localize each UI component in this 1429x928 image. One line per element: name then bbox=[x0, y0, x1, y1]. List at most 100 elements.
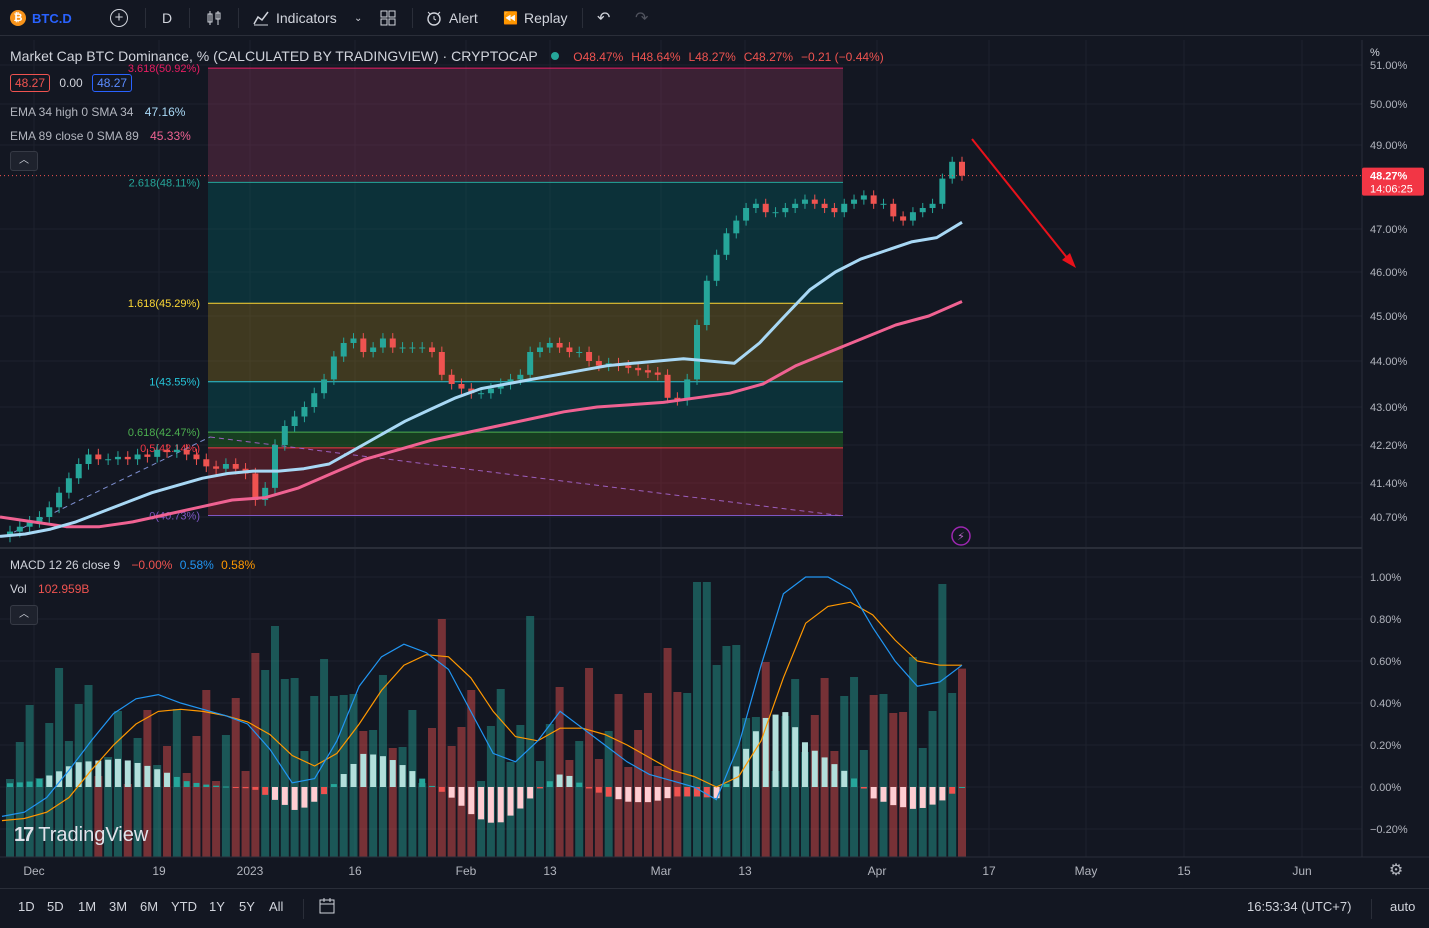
candle-body bbox=[654, 372, 661, 375]
macd-signal-line bbox=[1, 601, 962, 822]
candle-body bbox=[762, 203, 769, 213]
bid-price[interactable]: 48.27 bbox=[10, 74, 51, 92]
replay-button[interactable]: ⏪ Replay bbox=[503, 0, 568, 36]
volume-bar bbox=[663, 648, 672, 857]
chart-area[interactable]: 0(40.73%) 0.5(42.14%) 0.618(42.47%) 1(43.55… bbox=[0, 40, 1429, 888]
range-button-3m[interactable]: 3M bbox=[109, 899, 128, 914]
ohlc-change: −0.21 (−0.44%) bbox=[800, 50, 884, 64]
candle-body bbox=[851, 199, 858, 204]
candle-body bbox=[340, 343, 347, 357]
candle-body bbox=[370, 347, 377, 352]
clock-timezone[interactable]: 16:53:34 (UTC+7) bbox=[1247, 899, 1351, 914]
macd-histogram-bar bbox=[890, 787, 897, 806]
candle-body bbox=[95, 454, 102, 460]
volume-bar bbox=[555, 687, 564, 857]
volume-bar bbox=[938, 584, 947, 857]
volume-bar bbox=[153, 765, 162, 857]
plus-circle-icon: + bbox=[110, 9, 128, 27]
range-button-ytd[interactable]: YTD bbox=[171, 899, 197, 914]
candle-body bbox=[586, 352, 593, 361]
macd-histogram-bar bbox=[566, 775, 573, 787]
candle-body bbox=[134, 454, 141, 460]
range-button-1y[interactable]: 1Y bbox=[209, 899, 225, 914]
alert-button[interactable]: Alert bbox=[425, 0, 478, 36]
macd-histogram-bar bbox=[487, 787, 494, 823]
macd-histogram-bar bbox=[340, 774, 347, 787]
symbol-search-button[interactable]: ₿ BTC.D bbox=[10, 0, 72, 36]
chart-settings-button[interactable]: ⚙ bbox=[1387, 862, 1405, 880]
volume-bar bbox=[859, 750, 868, 857]
candle-body bbox=[880, 203, 887, 205]
volume-bar bbox=[192, 736, 201, 857]
fib-level-label: 0.618(42.47%) bbox=[128, 427, 200, 439]
macd-histogram-bar bbox=[644, 787, 651, 803]
volume-bar bbox=[869, 695, 878, 857]
macd-histogram-bar bbox=[792, 727, 799, 787]
candle-body bbox=[301, 407, 308, 417]
volume-bar bbox=[329, 696, 338, 857]
collapse-pane-legend-button[interactable]: ︿ bbox=[10, 605, 38, 625]
indicators-button[interactable]: Indicators bbox=[252, 0, 337, 36]
macd-histogram-bar bbox=[694, 787, 701, 797]
volume-bar bbox=[320, 659, 329, 857]
ema34-line bbox=[0, 221, 963, 538]
macd-legend[interactable]: MACD 12 26 close 9 −0.00% 0.58% 0.58% bbox=[10, 558, 255, 572]
range-button-1d[interactable]: 1D bbox=[18, 899, 35, 914]
volume-bar bbox=[418, 783, 427, 857]
candle-body bbox=[85, 454, 92, 464]
symbol-legend[interactable]: Market Cap BTC Dominance, % (CALCULATED … bbox=[10, 48, 884, 64]
range-button-1m[interactable]: 1M bbox=[78, 899, 97, 914]
candle-body bbox=[772, 212, 779, 214]
time-axis-label: 19 bbox=[152, 864, 166, 878]
chart-type-button[interactable] bbox=[205, 0, 223, 36]
volume-bar bbox=[614, 694, 623, 857]
indicators-dropdown[interactable]: ⌄ bbox=[354, 0, 362, 36]
tradingview-watermark[interactable]: 17 TradingView bbox=[14, 824, 148, 847]
ema34-legend[interactable]: EMA 34 high 0 SMA 34 47.16% bbox=[10, 105, 185, 119]
range-button-5d[interactable]: 5D bbox=[47, 899, 64, 914]
macd-histogram-bar bbox=[860, 787, 867, 789]
candle-body bbox=[281, 426, 288, 445]
compare-button[interactable]: + bbox=[110, 0, 128, 36]
undo-button[interactable]: ↶ bbox=[597, 0, 610, 36]
chart-canvas[interactable]: 0(40.73%) 0.5(42.14%) 0.618(42.47%) 1(43.55… bbox=[0, 40, 1429, 888]
collapse-legend-button[interactable]: ︿ bbox=[10, 151, 38, 171]
candle-body bbox=[870, 195, 877, 204]
interval-button[interactable]: D bbox=[162, 0, 172, 36]
macd-histogram-bar bbox=[468, 787, 475, 815]
fib-level-label: 0.5(42.14%) bbox=[140, 443, 200, 455]
price-axis-label: 49.00% bbox=[1370, 140, 1408, 152]
layout-button[interactable] bbox=[380, 0, 396, 36]
macd-histogram-bar bbox=[350, 763, 357, 787]
goto-date-button[interactable] bbox=[318, 897, 338, 917]
chevron-down-icon: ⌄ bbox=[354, 12, 363, 24]
ema89-legend[interactable]: EMA 89 close 0 SMA 89 45.33% bbox=[10, 129, 191, 143]
time-axis-label: Mar bbox=[651, 864, 672, 878]
volume-legend[interactable]: Vol 102.959B bbox=[10, 582, 89, 596]
macd-lines bbox=[1, 576, 963, 822]
volume-bar bbox=[55, 668, 64, 857]
time-axis-label: May bbox=[1075, 864, 1098, 878]
range-button-5y[interactable]: 5Y bbox=[239, 899, 255, 914]
macd-histogram-bar bbox=[831, 764, 838, 787]
range-button-6m[interactable]: 6M bbox=[140, 899, 159, 914]
fib-level-label: 2.618(48.11%) bbox=[129, 177, 200, 189]
macd-histogram-bar bbox=[281, 787, 288, 805]
legend-title: Market Cap BTC Dominance, % (CALCULATED … bbox=[10, 48, 538, 64]
candle-body bbox=[379, 338, 386, 348]
volume-bar bbox=[653, 766, 662, 857]
ema89-line bbox=[0, 300, 963, 529]
fib-zone bbox=[208, 447, 843, 516]
macd-histogram-bar bbox=[252, 787, 259, 790]
chevron-up-icon: ︿ bbox=[19, 609, 29, 620]
ask-price[interactable]: 48.27 bbox=[92, 74, 133, 92]
redo-button[interactable]: ↷ bbox=[635, 0, 648, 36]
indicators-icon bbox=[253, 11, 269, 26]
auto-scale-button[interactable]: auto bbox=[1390, 899, 1415, 914]
volume-bar bbox=[104, 757, 113, 857]
macd-histogram-bar bbox=[851, 778, 858, 787]
bid-ask-row: 48.27 0.00 48.27 bbox=[10, 74, 133, 92]
divider bbox=[189, 8, 190, 28]
range-button-all[interactable]: All bbox=[269, 899, 284, 914]
alert-label: Alert bbox=[449, 10, 478, 26]
